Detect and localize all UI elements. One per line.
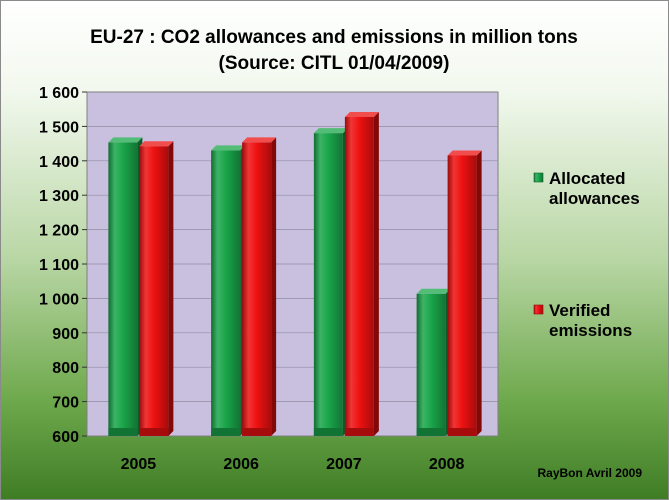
y-tick-label: 700 <box>52 395 79 412</box>
bar-verified-2007 <box>344 111 379 437</box>
y-tick-label: 1 000 <box>39 291 79 308</box>
bar-allocated-2008 <box>416 288 451 436</box>
legend-label: Verified <box>549 301 610 320</box>
category-label: 2008 <box>429 456 465 473</box>
bar-verified-2008 <box>447 150 482 437</box>
category-label: 2005 <box>121 456 157 473</box>
category-label: 2006 <box>223 456 259 473</box>
y-tick-label: 1 100 <box>39 257 79 274</box>
legend-swatch <box>533 172 544 183</box>
y-tick-label: 1 300 <box>39 188 79 205</box>
bar-allocated-2007 <box>313 128 348 436</box>
credit-text: RayBon Avril 2009 <box>538 466 643 480</box>
y-tick-label: 1 400 <box>39 154 79 171</box>
bar-allocated-2005 <box>108 137 143 436</box>
legend-label: emissions <box>549 321 632 340</box>
chart-subtitle: (Source: CITL 01/04/2009) <box>219 53 450 74</box>
bar-allocated-2006 <box>211 145 246 436</box>
y-tick-label: 1 500 <box>39 119 79 136</box>
legend-label: Allocated <box>549 169 626 188</box>
legend-swatch <box>533 304 544 315</box>
y-tick-label: 1 600 <box>39 85 79 102</box>
y-axis-ticks: 600 700 800 900 1 000 1 100 1 200 1 300 1 400 1 5… <box>39 85 87 446</box>
y-tick-label: 1 200 <box>39 223 79 240</box>
y-tick-label: 900 <box>52 326 79 343</box>
x-axis-labels: 2005 2006 2007 2008 <box>121 456 465 473</box>
chart-title: EU-27 : CO2 allowances and emissions in … <box>90 27 578 48</box>
y-tick-label: 600 <box>52 429 79 446</box>
y-tick-label: 800 <box>52 360 79 377</box>
category-label: 2007 <box>326 456 362 473</box>
bars-group <box>108 111 482 437</box>
legend-label: allowances <box>549 189 640 208</box>
bar-verified-2005 <box>139 141 174 436</box>
bar-verified-2006 <box>242 137 277 436</box>
